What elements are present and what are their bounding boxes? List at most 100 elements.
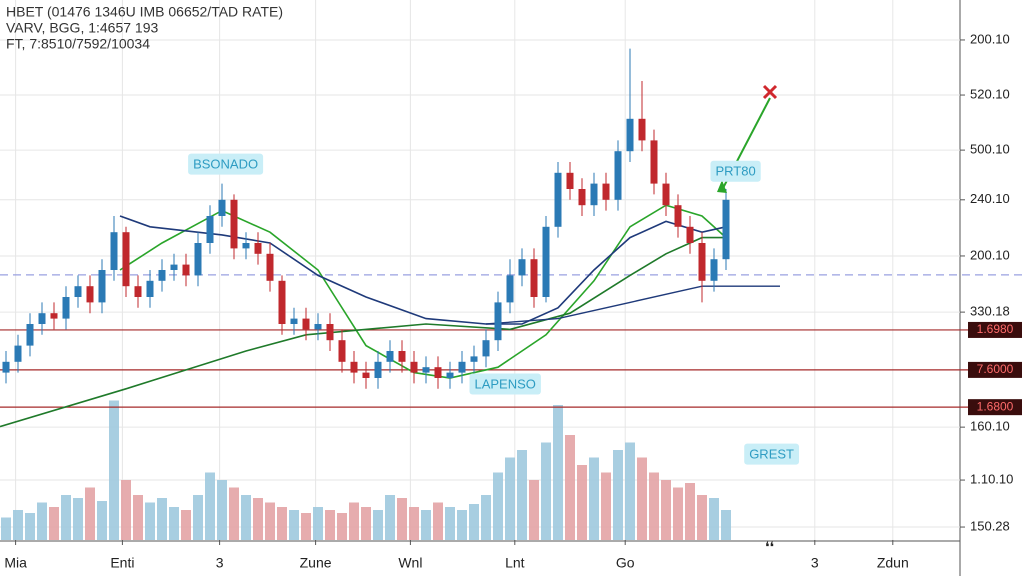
candle-body (278, 280, 286, 324)
candle-body (446, 372, 454, 378)
y-tick-label: 240.10 (970, 191, 1010, 206)
volume-bar (565, 435, 575, 540)
x-tick-label: Zune (300, 555, 332, 571)
volume-bar (217, 480, 227, 540)
annotation-label: BSONADO (193, 157, 258, 172)
candle-body (434, 367, 442, 378)
average-line (485, 285, 780, 325)
volume-bar (37, 502, 47, 540)
candle-body (566, 172, 574, 189)
candle-body (338, 340, 346, 362)
candle-body (110, 232, 118, 270)
candle-body (578, 189, 586, 206)
x-tick-label: Wnl (398, 555, 422, 571)
target-mark (762, 84, 778, 100)
candle-body (482, 340, 490, 357)
volume-bar (145, 502, 155, 540)
candle-body (722, 199, 730, 260)
y-tick-label: 200.10 (970, 31, 1010, 46)
average-line (0, 236, 726, 428)
volume-bar (661, 480, 671, 540)
candle-body (590, 183, 598, 206)
candle-body (242, 243, 250, 249)
x-tick-label: 3 (811, 555, 819, 571)
candle-body (662, 183, 670, 206)
candle-body (638, 118, 646, 141)
volume-bar (457, 510, 467, 540)
volume-bar (97, 501, 107, 540)
volume-bar (1, 517, 11, 540)
candle-body (134, 286, 142, 297)
candle-body (602, 183, 610, 200)
x-tick-label: Enti (110, 555, 134, 571)
volume-bar (133, 495, 143, 540)
candle-body (146, 280, 154, 297)
volume-bar (373, 510, 383, 540)
candle-body (626, 118, 634, 152)
volume-bar (613, 450, 623, 540)
volume-bar (205, 472, 215, 540)
candle-body (182, 264, 190, 276)
header-line: FT, 7:8510/7592/10034 (6, 36, 150, 52)
y-tick-label: 520.10 (970, 86, 1010, 101)
volume-bar (241, 495, 251, 540)
volume-bar (433, 502, 443, 540)
x-tick-label: Zdun (877, 555, 909, 571)
candle-body (698, 243, 706, 281)
candle-body (62, 297, 70, 319)
y-tick-label: 150.28 (970, 518, 1010, 533)
y-tick-label: 200.10 (970, 247, 1010, 262)
header-line: VARV, BGG, 1:4657 193 (6, 20, 159, 36)
volume-bar (409, 507, 419, 540)
candle-body (122, 232, 130, 287)
candle-body (254, 243, 262, 254)
volume-bar (721, 510, 731, 540)
header-line: HBET (01476 1346U IMB 06652/TAD RATE) (6, 4, 283, 20)
volume-bar (709, 498, 719, 540)
level-tag (968, 361, 1022, 378)
volume-bar (517, 450, 527, 540)
candle-body (290, 318, 298, 324)
candle-body (230, 199, 238, 249)
volume-bar (193, 495, 203, 540)
arrow-head (717, 180, 727, 193)
volume-bar (637, 457, 647, 540)
x-tick-label: Lnt (505, 555, 525, 571)
annotation-box (469, 373, 541, 395)
y-tick-label: 500.10 (970, 142, 1010, 157)
volume-bar (553, 405, 563, 540)
volume-bar (337, 513, 347, 540)
x-tick-label: 3 (216, 555, 224, 571)
candle-body (518, 259, 526, 276)
volume-bar (697, 495, 707, 540)
candle-body (458, 361, 466, 373)
x-tick-label: Mia (4, 555, 27, 571)
candle-body (494, 302, 502, 341)
annotation-label: LAPENSO (474, 376, 535, 391)
candle-body (386, 351, 394, 362)
x-tick-label: Go (616, 555, 635, 571)
candle-body (2, 361, 10, 373)
volume-bar (601, 472, 611, 540)
y-tick-label: 1.10.10 (970, 471, 1013, 486)
volume-bar (529, 480, 539, 540)
volume-bar (25, 513, 35, 540)
candle-body (410, 361, 418, 373)
volume-bar (289, 510, 299, 540)
volume-bar (397, 498, 407, 540)
annotation-box (744, 443, 800, 465)
candle-body (686, 226, 694, 243)
candle-body (422, 367, 430, 373)
level-label: 1.6980 (977, 322, 1014, 336)
candle-body (710, 259, 718, 281)
volume-bar (541, 442, 551, 540)
volume-bar (469, 504, 479, 540)
volume-bar (169, 507, 179, 540)
candle-body (326, 324, 334, 341)
volume-bar (589, 457, 599, 540)
volume-bar (493, 472, 503, 540)
volume-bar (61, 495, 71, 540)
y-tick-label: 160.10 (970, 419, 1010, 434)
